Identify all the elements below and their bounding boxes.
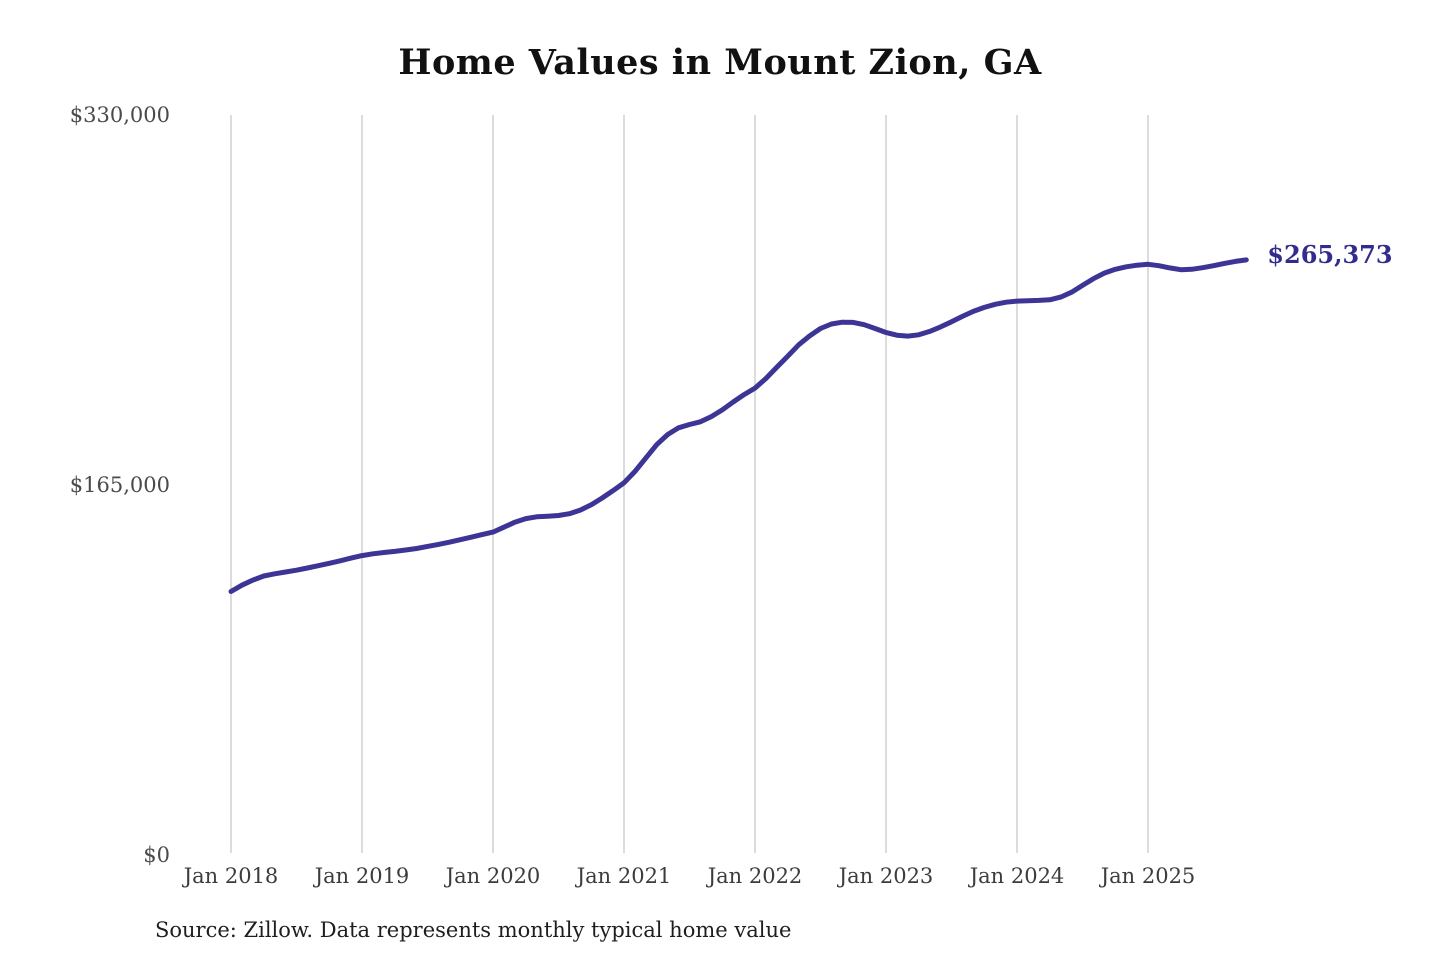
x-axis-label: Jan 2019 <box>314 864 410 888</box>
x-axis-label: Jan 2025 <box>1100 864 1196 888</box>
x-axis-label: Jan 2020 <box>445 864 541 888</box>
gridlines <box>230 115 1149 853</box>
x-axis-label: Jan 2021 <box>576 864 672 888</box>
y-axis-label: $0 <box>143 843 170 867</box>
source-note: Source: Zillow. Data represents monthly … <box>155 918 792 942</box>
chart-title: Home Values in Mount Zion, GA <box>398 42 1042 83</box>
x-axis-label: Jan 2018 <box>183 864 279 888</box>
x-axis-label: Jan 2024 <box>969 864 1065 888</box>
current-value-label: $265,373 <box>1267 239 1393 269</box>
x-axis-label: Jan 2022 <box>707 864 803 888</box>
x-axis-label: Jan 2023 <box>838 864 934 888</box>
home-value-line <box>228 257 1249 594</box>
y-axis-label: $165,000 <box>69 473 170 497</box>
y-axis-label: $330,000 <box>69 103 170 127</box>
